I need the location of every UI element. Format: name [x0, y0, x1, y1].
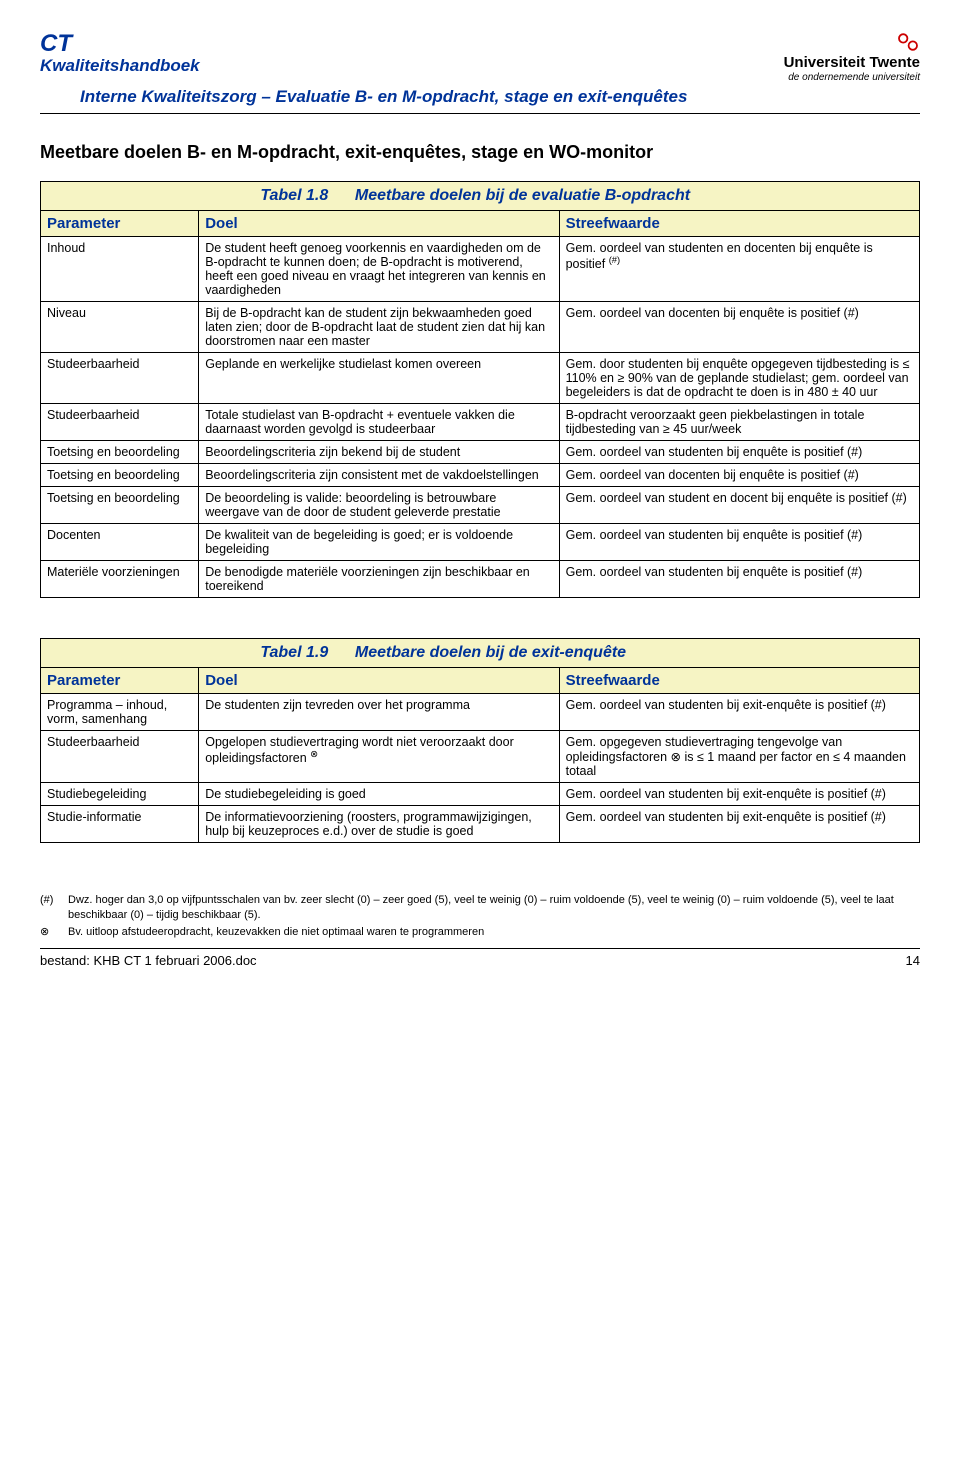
cell-param: Niveau [41, 302, 199, 353]
footnote-cross-text: Bv. uitloop afstudeeropdracht, keuzevakk… [68, 925, 920, 940]
table-row: InhoudDe student heeft genoeg voorkennis… [41, 237, 920, 302]
cell-param: Studiebegeleiding [41, 783, 199, 806]
cell-param: Studeerbaarheid [41, 731, 199, 783]
cell-param: Studie-informatie [41, 806, 199, 843]
cell-doel: Totale studielast van B-opdracht + event… [199, 404, 559, 441]
cell-param: Inhoud [41, 237, 199, 302]
header-divider [40, 113, 920, 114]
section-title: Meetbare doelen B- en M-opdracht, exit-e… [40, 142, 920, 163]
footnotes: (#) Dwz. hoger dan 3,0 op vijfpuntsschal… [40, 893, 920, 940]
cell-streef: Gem. opgegeven studievertraging tengevol… [559, 731, 919, 783]
table-1-9: Tabel 1.9 Meetbare doelen bij de exit-en… [40, 638, 920, 843]
logo-subtitle: de ondernemende universiteit [788, 72, 920, 83]
table-1-8-header-row: Parameter Doel Streefwaarde [41, 211, 920, 237]
logo-icon [896, 30, 920, 54]
table-1-8-h3: Streefwaarde [559, 211, 919, 237]
cell-streef: Gem. oordeel van studenten bij exit-enqu… [559, 783, 919, 806]
cell-param: Studeerbaarheid [41, 404, 199, 441]
cell-streef: Gem. oordeel van studenten bij enquête i… [559, 524, 919, 561]
table-1-9-header-row: Parameter Doel Streefwaarde [41, 668, 920, 694]
table-row: DocentenDe kwaliteit van de begeleiding … [41, 524, 920, 561]
footnote-hash-text: Dwz. hoger dan 3,0 op vijfpuntsschalen v… [68, 893, 920, 923]
cell-doel: De beoordeling is valide: beoordeling is… [199, 487, 559, 524]
cell-doel: De student heeft genoeg voorkennis en va… [199, 237, 559, 302]
page-footer: bestand: KHB CT 1 februari 2006.doc 14 [40, 951, 920, 968]
cell-doel: De studenten zijn tevreden over het prog… [199, 694, 559, 731]
footer-divider [40, 948, 920, 949]
cell-param: Toetsing en beoordeling [41, 441, 199, 464]
footnote-hash-mark: (#) [40, 893, 68, 923]
university-logo: Universiteit Twente de ondernemende univ… [784, 30, 920, 83]
cell-doel: Opgelopen studievertraging wordt niet ve… [199, 731, 559, 783]
cell-doel: De studiebegeleiding is goed [199, 783, 559, 806]
table-1-8-num: Tabel 1.8 [260, 187, 328, 204]
footnote-cross-mark: ⊗ [40, 925, 68, 940]
cell-doel: De informatievoorziening (roosters, prog… [199, 806, 559, 843]
cell-streef: Gem. oordeel van student en docent bij e… [559, 487, 919, 524]
cell-streef: B-opdracht veroorzaakt geen piekbelastin… [559, 404, 919, 441]
table-row: Toetsing en beoordelingBeoordelingscrite… [41, 441, 920, 464]
cell-doel: De kwaliteit van de begeleiding is goed;… [199, 524, 559, 561]
table-1-8-h1: Parameter [41, 211, 199, 237]
table-row: StudeerbaarheidGeplande en werkelijke st… [41, 353, 920, 404]
footer-right: 14 [906, 953, 920, 968]
cell-streef: Gem. oordeel van studenten en docenten b… [559, 237, 919, 302]
table-1-8-title: Meetbare doelen bij de evaluatie B-opdra… [355, 187, 690, 204]
table-row: Programma – inhoud, vorm, samenhangDe st… [41, 694, 920, 731]
table-row: StudeerbaarheidTotale studielast van B-o… [41, 404, 920, 441]
cell-doel: Bij de B-opdracht kan de student zijn be… [199, 302, 559, 353]
table-row: Toetsing en beoordelingDe beoordeling is… [41, 487, 920, 524]
header-left: CT Kwaliteitshandboek [40, 30, 200, 76]
table-1-9-caption: Tabel 1.9 Meetbare doelen bij de exit-en… [41, 639, 920, 668]
table-row: StudiebegeleidingDe studiebegeleiding is… [41, 783, 920, 806]
cell-streef: Gem. door studenten bij enquête opgegeve… [559, 353, 919, 404]
header-ct: CT [40, 30, 200, 58]
page-header: CT Kwaliteitshandboek Universiteit Twent… [40, 30, 920, 83]
logo-title: Universiteit Twente [784, 54, 920, 71]
footnote-cross: ⊗ Bv. uitloop afstudeeropdracht, keuzeva… [40, 925, 920, 940]
table-1-8-caption: Tabel 1.8 Meetbare doelen bij de evaluat… [41, 182, 920, 211]
cell-param: Studeerbaarheid [41, 353, 199, 404]
cell-param: Docenten [41, 524, 199, 561]
cell-doel: De benodigde materiële voorzieningen zij… [199, 561, 559, 598]
cell-param: Materiële voorzieningen [41, 561, 199, 598]
cell-doel: Beoordelingscriteria zijn consistent met… [199, 464, 559, 487]
footnote-hash: (#) Dwz. hoger dan 3,0 op vijfpuntsschal… [40, 893, 920, 923]
table-row: Materiële voorzieningenDe benodigde mate… [41, 561, 920, 598]
table-1-9-h3: Streefwaarde [559, 668, 919, 694]
footer-left: bestand: KHB CT 1 februari 2006.doc [40, 953, 257, 968]
table-row: Toetsing en beoordelingBeoordelingscrite… [41, 464, 920, 487]
table-1-9-title: Meetbare doelen bij de exit-enquête [355, 644, 626, 661]
header-manual-title: Kwaliteitshandboek [40, 56, 200, 76]
cell-streef: Gem. oordeel van studenten bij enquête i… [559, 441, 919, 464]
table-1-8-h2: Doel [199, 211, 559, 237]
page: CT Kwaliteitshandboek Universiteit Twent… [0, 0, 960, 988]
table-row: Studie-informatieDe informatievoorzienin… [41, 806, 920, 843]
table-1-9-h1: Parameter [41, 668, 199, 694]
table-1-8: Tabel 1.8 Meetbare doelen bij de evaluat… [40, 181, 920, 598]
table-1-9-caption-row: Tabel 1.9 Meetbare doelen bij de exit-en… [41, 639, 920, 668]
table-row: StudeerbaarheidOpgelopen studievertragin… [41, 731, 920, 783]
header-subtitle: Interne Kwaliteitszorg – Evaluatie B- en… [80, 87, 920, 107]
cell-doel: Beoordelingscriteria zijn bekend bij de … [199, 441, 559, 464]
cell-streef: Gem. oordeel van studenten bij exit-enqu… [559, 806, 919, 843]
cell-doel: Geplande en werkelijke studielast komen … [199, 353, 559, 404]
cell-streef: Gem. oordeel van docenten bij enquête is… [559, 464, 919, 487]
table-row: NiveauBij de B-opdracht kan de student z… [41, 302, 920, 353]
cell-streef: Gem. oordeel van docenten bij enquête is… [559, 302, 919, 353]
cell-param: Programma – inhoud, vorm, samenhang [41, 694, 199, 731]
table-1-8-caption-row: Tabel 1.8 Meetbare doelen bij de evaluat… [41, 182, 920, 211]
cell-streef: Gem. oordeel van studenten bij enquête i… [559, 561, 919, 598]
cell-streef: Gem. oordeel van studenten bij exit-enqu… [559, 694, 919, 731]
cell-param: Toetsing en beoordeling [41, 464, 199, 487]
table-1-9-h2: Doel [199, 668, 559, 694]
table-1-9-num: Tabel 1.9 [260, 644, 328, 661]
cell-param: Toetsing en beoordeling [41, 487, 199, 524]
